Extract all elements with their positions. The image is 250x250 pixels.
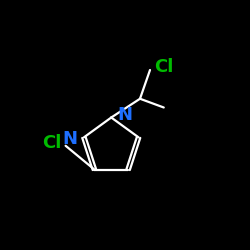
Text: N: N bbox=[118, 106, 132, 124]
Text: N: N bbox=[63, 130, 78, 148]
Text: Cl: Cl bbox=[42, 134, 62, 152]
Text: Cl: Cl bbox=[154, 58, 173, 76]
